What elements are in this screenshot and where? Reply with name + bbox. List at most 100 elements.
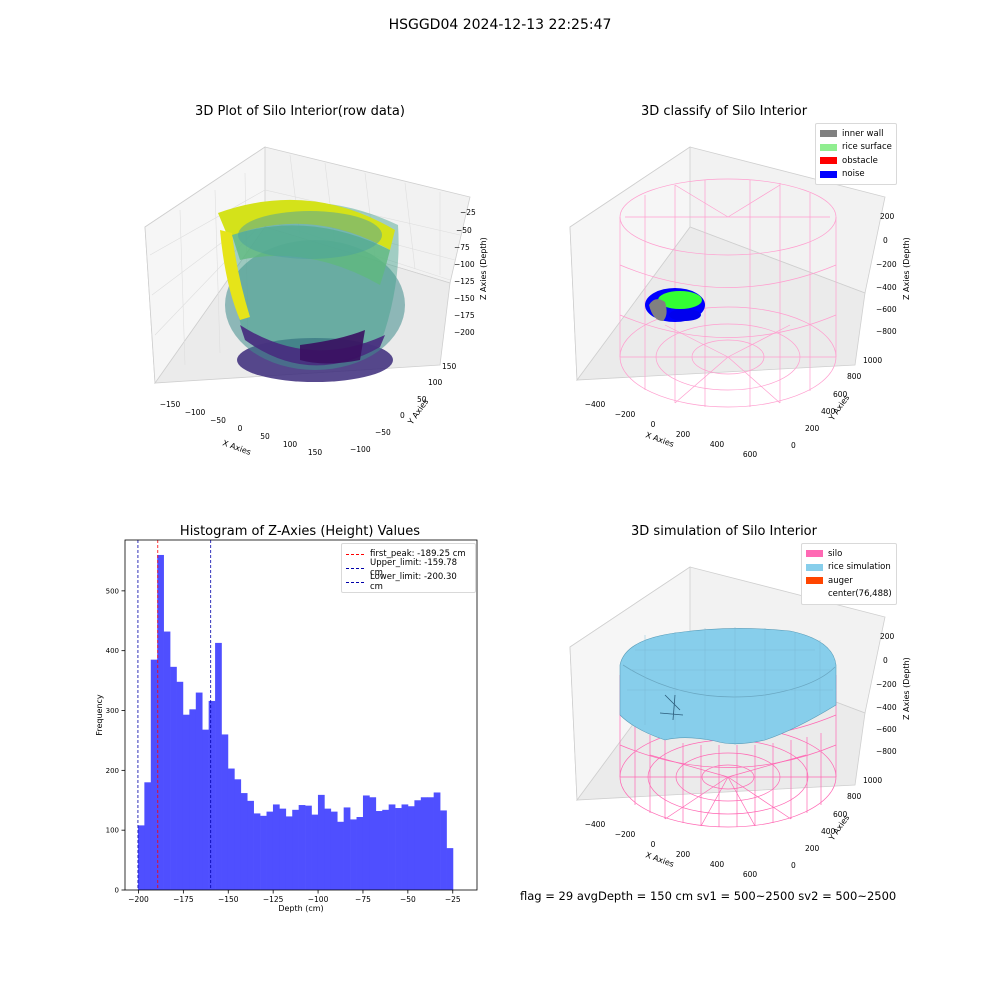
raw-z-label: Z Axies (Depth) xyxy=(479,237,488,300)
raw-ytick: −50 xyxy=(375,428,391,437)
legend-label: auger xyxy=(828,575,853,586)
histogram-reference-lines xyxy=(137,540,212,890)
simulation-x-tick-labels: −400 −200 0 200 400 600 xyxy=(585,820,758,879)
histogram-bar xyxy=(395,808,402,890)
legend-swatch xyxy=(806,550,823,558)
legend-item-upper-limit: Upper_limit: -159.78 cm xyxy=(346,558,471,578)
simulation-ytick: 1000 xyxy=(863,776,882,785)
histogram-bar xyxy=(279,808,287,890)
histogram-bar xyxy=(170,666,177,890)
legend-swatch xyxy=(806,591,823,598)
histogram-bar xyxy=(343,807,351,890)
histogram-ytick-label: 200 xyxy=(106,767,119,775)
raw-ztick: −25 xyxy=(460,208,476,217)
histogram-bar xyxy=(157,554,164,890)
histogram-bar xyxy=(227,768,235,890)
classify-xtick: 400 xyxy=(710,440,725,449)
histogram-bar xyxy=(144,782,152,890)
classify-y-tick-labels: 0 200 400 600 800 1000 xyxy=(791,356,882,450)
classify-ztick: −400 xyxy=(876,283,897,292)
histogram-bar xyxy=(272,804,280,890)
histogram-bar xyxy=(362,795,370,890)
histogram-bars xyxy=(137,554,454,890)
simulation-ztick: −200 xyxy=(876,680,897,689)
histogram-bar xyxy=(337,821,344,890)
histogram-bar xyxy=(234,779,242,890)
legend-line xyxy=(346,553,364,555)
raw-xtick: −100 xyxy=(185,408,206,417)
simulation-x-label: X Axies xyxy=(644,850,675,869)
classify-panel-title: 3D classify of Silo Interior xyxy=(640,104,808,119)
simulation-rice-surface xyxy=(619,627,837,745)
raw-xtick: 100 xyxy=(283,440,298,449)
raw-z-tick-labels: −25 −50 −75 −100 −125 −150 −175 −200 xyxy=(454,208,476,337)
legend-item-rice-simulation: rice simulation xyxy=(806,561,892,575)
classify-xtick: 0 xyxy=(651,420,656,429)
histogram-xtick-label: −150 xyxy=(218,895,239,904)
classify-3d-plot: −400 −200 0 200 400 600 X Axies 0 200 40… xyxy=(569,146,911,459)
histogram-y-label: Frequency xyxy=(95,694,104,736)
legend-item-rice-surface: rice surface xyxy=(820,141,892,155)
classify-ytick: 1000 xyxy=(863,356,882,365)
classify-ztick: −600 xyxy=(876,305,897,314)
histogram-xtick-label: −100 xyxy=(308,895,329,904)
legend-label: first_peak: -189.25 cm xyxy=(370,549,466,559)
histogram-bar xyxy=(388,804,396,890)
raw-ytick: 50 xyxy=(417,395,427,404)
raw-ztick: −50 xyxy=(456,226,472,235)
histogram-bar xyxy=(150,659,158,890)
histogram-chart: −200 −175 −150 −125 −100 −75 −50 −25 0 100 200 300… xyxy=(95,539,478,913)
classify-x-label: X Axies xyxy=(644,430,675,449)
raw-x-tick-labels: −150 −100 −50 0 50 100 150 xyxy=(160,400,323,455)
histogram-bar xyxy=(375,811,383,890)
legend-swatch xyxy=(820,143,837,151)
raw-y-tick-labels: −100 −50 0 50 100 150 xyxy=(350,362,457,454)
classify-ztick: 0 xyxy=(883,236,888,245)
legend-label: inner wall xyxy=(842,128,884,139)
classify-legend: inner wall rice surface obstacle noise xyxy=(815,123,897,185)
raw-xtick: 150 xyxy=(308,448,323,455)
histogram-bar xyxy=(401,804,409,890)
histogram-ytick-label: 100 xyxy=(106,827,119,835)
histogram-ytick-label: 400 xyxy=(106,647,119,655)
raw-panel-title: 3D Plot of Silo Interior(row data) xyxy=(195,104,405,119)
histogram-ytick-label: 300 xyxy=(106,707,119,715)
simulation-y-tick-labels: 0 200 400 600 800 1000 xyxy=(791,776,882,870)
classify-xtick: −400 xyxy=(585,400,606,409)
histogram-xtick-label: −50 xyxy=(400,895,416,904)
raw-ztick: −75 xyxy=(454,243,470,252)
raw-3d-plot: −150 −100 −50 0 50 100 150 X Axies −100 … xyxy=(144,146,488,455)
legend-swatch xyxy=(806,577,823,585)
raw-ztick: −175 xyxy=(454,311,475,320)
legend-item-obstacle: obstacle xyxy=(820,154,892,168)
histogram-bar xyxy=(317,794,325,890)
histogram-bar xyxy=(330,811,338,890)
histogram-bar xyxy=(369,797,377,890)
simulation-ytick: 400 xyxy=(821,827,836,836)
legend-swatch xyxy=(806,563,823,571)
histogram-y-ticks: 0 100 200 300 400 500 xyxy=(106,587,125,895)
legend-label: rice surface xyxy=(842,142,892,153)
histogram-bar xyxy=(247,800,254,890)
legend-label: silo xyxy=(828,548,843,559)
simulation-legend: silo rice simulation auger center(76,488… xyxy=(801,543,897,605)
histogram-bar xyxy=(350,819,357,890)
histogram-bar xyxy=(240,793,248,890)
raw-xtick: −150 xyxy=(160,400,181,409)
legend-label: Lower_limit: -200.30 cm xyxy=(370,572,457,592)
simulation-ztick: 200 xyxy=(880,632,895,641)
histogram-bar xyxy=(215,642,222,890)
histogram-xtick-label: −200 xyxy=(128,895,149,904)
legend-item-auger: auger xyxy=(806,574,892,588)
classify-ytick: 400 xyxy=(821,407,836,416)
simulation-ztick: 0 xyxy=(883,656,888,665)
raw-ztick: −200 xyxy=(454,328,475,337)
raw-point-cloud xyxy=(218,199,405,382)
legend-line xyxy=(346,581,364,583)
classify-ztick: −800 xyxy=(876,327,897,336)
histogram-bar xyxy=(382,809,389,890)
raw-ytick: 100 xyxy=(428,378,443,387)
histogram-bar xyxy=(208,700,216,890)
legend-swatch xyxy=(820,157,837,165)
